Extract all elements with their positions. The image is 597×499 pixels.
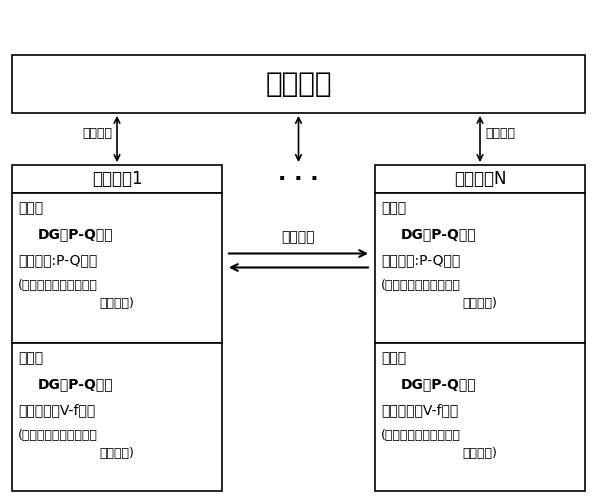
Text: DG：P-Q控制: DG：P-Q控制 [38,377,113,391]
Text: DG：P-Q控制: DG：P-Q控制 [401,377,476,391]
Bar [12,165,222,193]
Text: · · ·: · · · [278,169,319,189]
Text: 储能单元:P-Q控制: 储能单元:P-Q控制 [381,253,460,267]
Text: (储能单元充放电容量：: (储能单元充放电容量： [381,429,461,442]
Text: DG：P-Q控制: DG：P-Q控制 [38,227,113,241]
Text: DG：P-Q控制: DG：P-Q控制 [401,227,476,241]
Text: (储能单元充放电容量：: (储能单元充放电容量： [18,429,98,442]
Text: 微电网群: 微电网群 [265,70,332,98]
Text: 储能单元：V-f控制: 储能单元：V-f控制 [18,403,96,417]
Text: 模糊算法): 模糊算法) [100,297,134,310]
Text: 模糊算法): 模糊算法) [463,297,497,310]
Text: 离网：: 离网： [18,351,43,365]
Bar [12,343,222,491]
Text: 离网：: 离网： [381,351,406,365]
Text: (储能单元充放电容量：: (储能单元充放电容量： [18,279,98,292]
Bar [375,343,585,491]
Text: 储能单元：V-f控制: 储能单元：V-f控制 [381,403,458,417]
Text: 协调控制: 协调控制 [82,127,112,140]
Text: 并网：: 并网： [18,201,43,215]
Text: 并网：: 并网： [381,201,406,215]
Text: (储能单元充放电容量：: (储能单元充放电容量： [381,279,461,292]
Text: 功率交互: 功率交互 [282,231,315,245]
Text: 模糊算法): 模糊算法) [100,447,134,460]
Text: 协调控制: 协调控制 [485,127,515,140]
Text: 储能单元:P-Q控制: 储能单元:P-Q控制 [18,253,97,267]
Bar [12,193,222,343]
Bar [12,55,585,113]
Text: 子微电网1: 子微电网1 [92,170,142,188]
Text: 子微电网N: 子微电网N [454,170,506,188]
Bar [375,193,585,343]
Bar [375,165,585,193]
Text: 模糊算法): 模糊算法) [463,447,497,460]
